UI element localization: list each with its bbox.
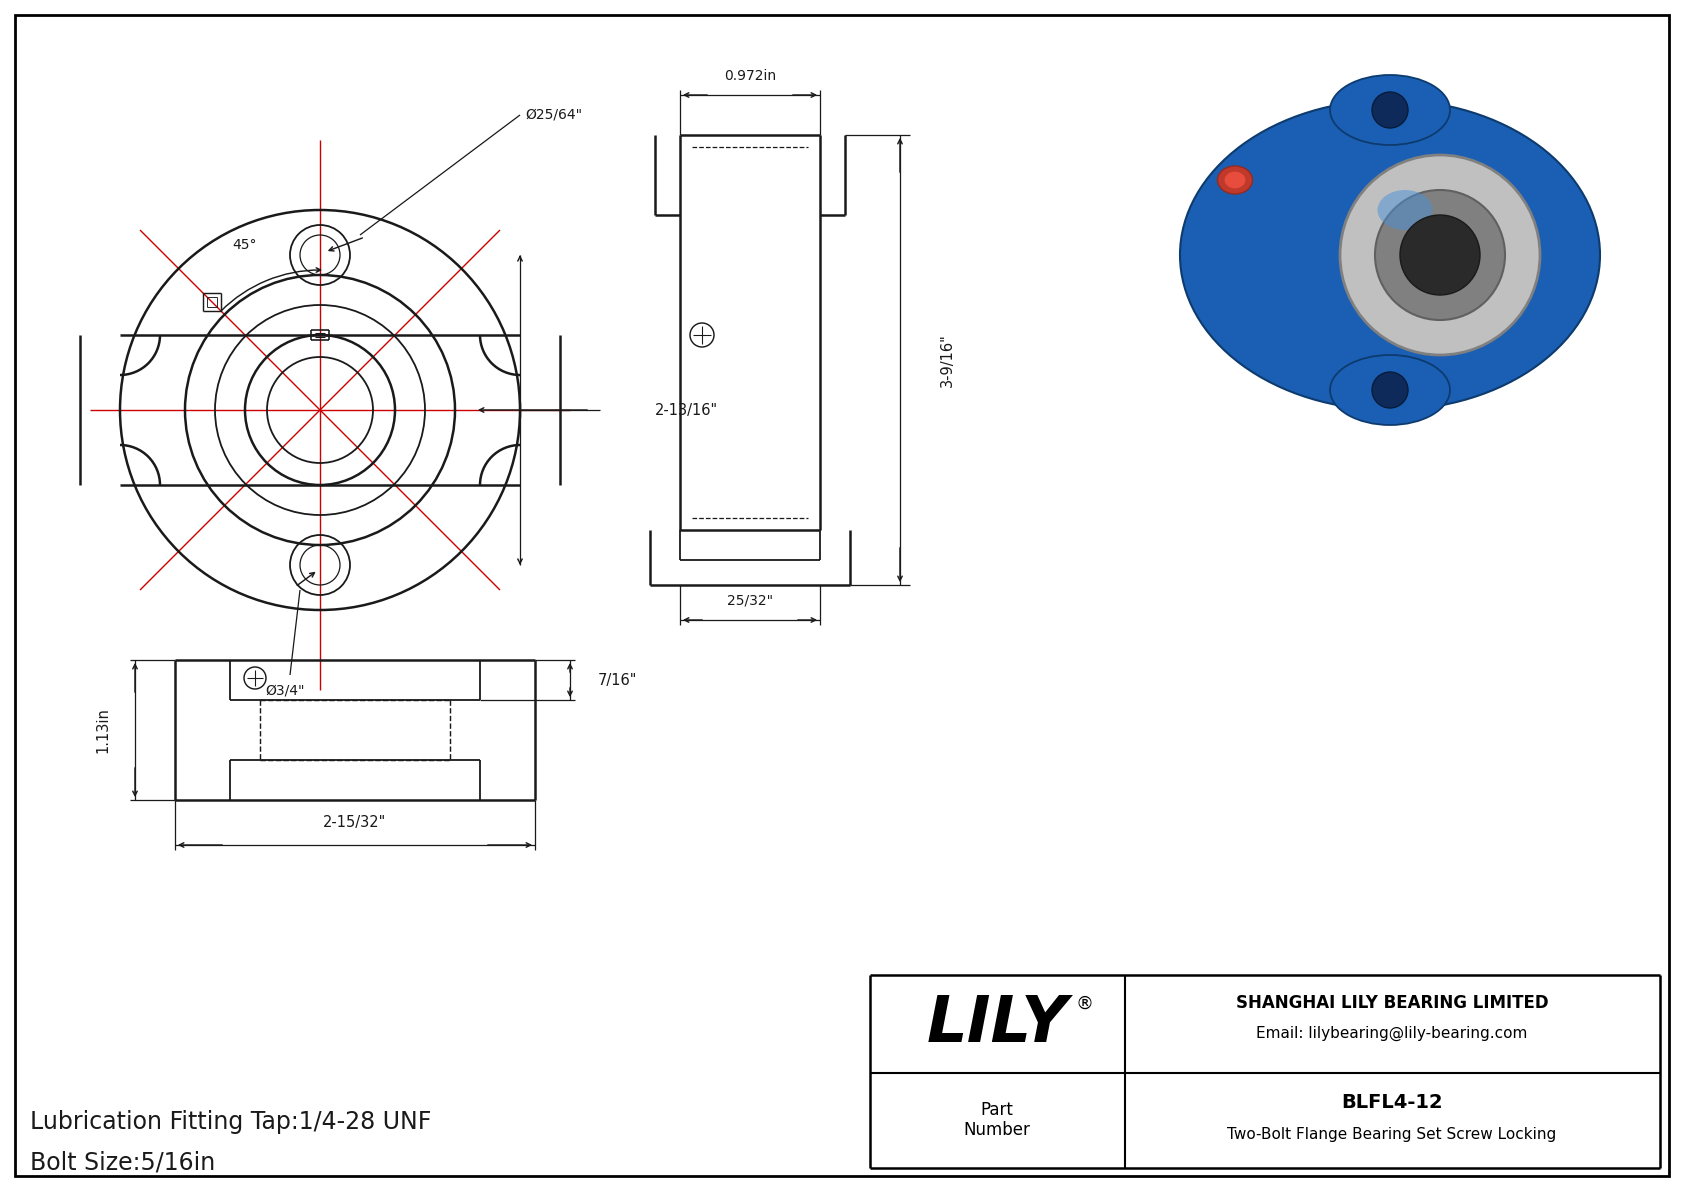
Circle shape xyxy=(1372,372,1408,409)
Text: 7/16": 7/16" xyxy=(598,673,637,687)
Text: Part
Number: Part Number xyxy=(963,1100,1031,1140)
Text: Bolt Size:5/16in: Bolt Size:5/16in xyxy=(30,1151,216,1174)
Text: LILY: LILY xyxy=(926,993,1068,1055)
Text: 1.13in: 1.13in xyxy=(96,707,111,753)
Text: 3-9/16": 3-9/16" xyxy=(940,333,955,387)
Text: Lubrication Fitting Tap:1/4-28 UNF: Lubrication Fitting Tap:1/4-28 UNF xyxy=(30,1110,431,1134)
Ellipse shape xyxy=(1224,172,1246,189)
Ellipse shape xyxy=(1330,355,1450,425)
Text: 2-15/32": 2-15/32" xyxy=(323,815,387,830)
Ellipse shape xyxy=(1180,100,1600,410)
Text: 2-13/16": 2-13/16" xyxy=(655,403,717,418)
Text: BLFL4-12: BLFL4-12 xyxy=(1340,1093,1443,1112)
Text: 45°: 45° xyxy=(232,238,258,252)
Text: Two-Bolt Flange Bearing Set Screw Locking: Two-Bolt Flange Bearing Set Screw Lockin… xyxy=(1228,1128,1556,1142)
Text: 25/32": 25/32" xyxy=(727,594,773,607)
Text: Ø25/64": Ø25/64" xyxy=(525,108,583,121)
Text: Email: lilybearing@lily-bearing.com: Email: lilybearing@lily-bearing.com xyxy=(1256,1025,1527,1041)
Circle shape xyxy=(1399,216,1480,295)
Circle shape xyxy=(1372,92,1408,127)
Text: 0.972in: 0.972in xyxy=(724,69,776,83)
Text: ®: ® xyxy=(1076,994,1095,1014)
Text: Ø3/4": Ø3/4" xyxy=(266,682,305,697)
Ellipse shape xyxy=(1218,166,1253,194)
Ellipse shape xyxy=(1378,191,1433,230)
Circle shape xyxy=(1376,191,1505,320)
Text: SHANGHAI LILY BEARING LIMITED: SHANGHAI LILY BEARING LIMITED xyxy=(1236,994,1548,1012)
Ellipse shape xyxy=(1330,75,1450,145)
Circle shape xyxy=(1340,155,1539,355)
